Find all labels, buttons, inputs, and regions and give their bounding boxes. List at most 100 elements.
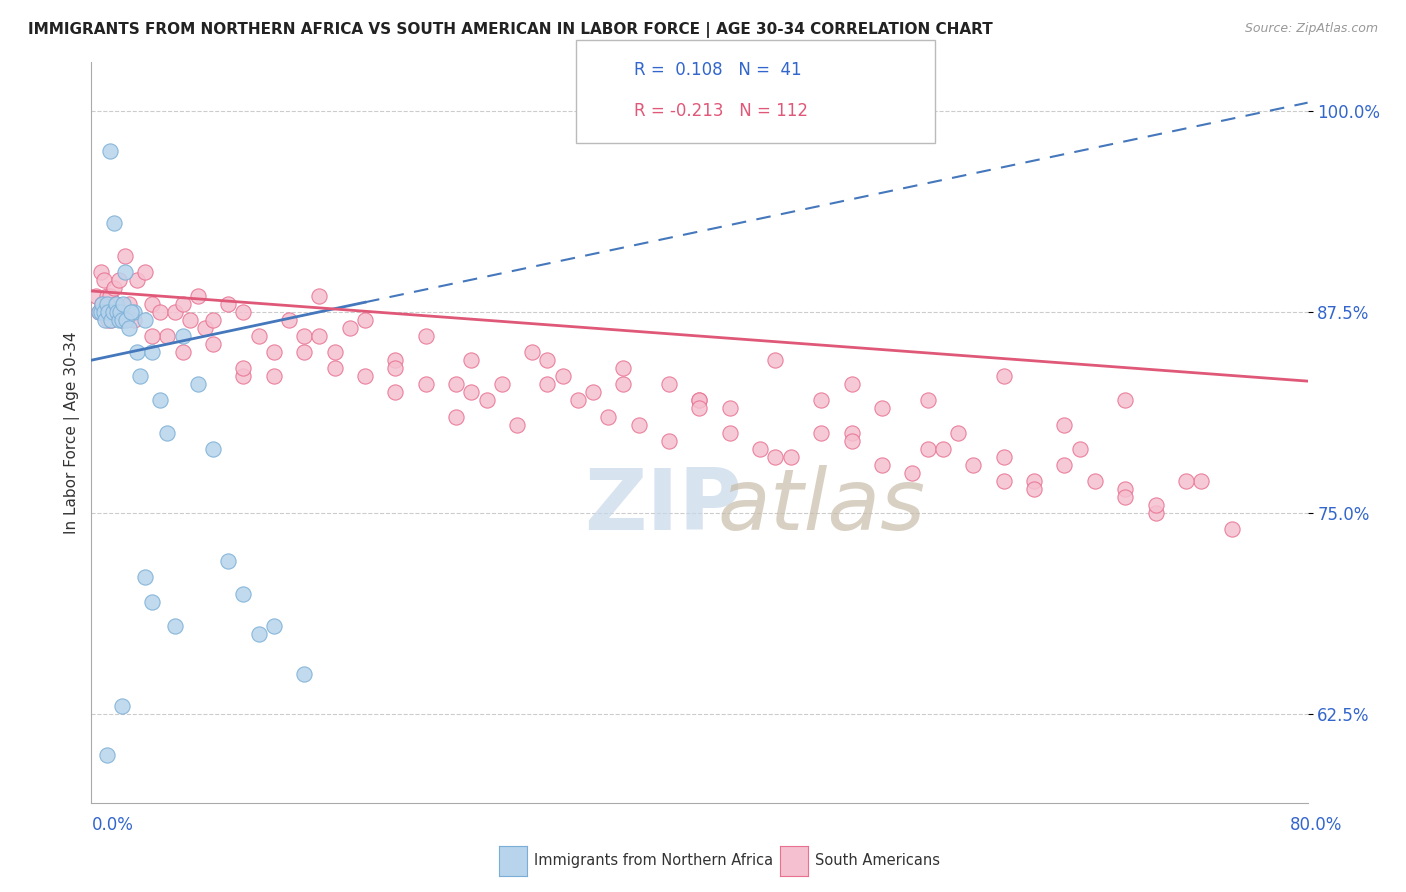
Point	[156, 329, 179, 343]
Y-axis label: In Labor Force | Age 30-34: In Labor Force | Age 30-34	[65, 331, 80, 534]
Point	[779, 450, 801, 464]
Point	[232, 586, 254, 600]
Point	[202, 337, 225, 351]
Point	[202, 313, 225, 327]
Point	[1084, 474, 1107, 488]
Point	[163, 305, 186, 319]
Point	[98, 289, 121, 303]
Point	[1189, 474, 1212, 488]
Point	[415, 377, 437, 392]
Point	[172, 329, 194, 343]
Point	[100, 313, 122, 327]
Point	[765, 353, 787, 368]
Point	[103, 281, 125, 295]
Point	[94, 313, 117, 327]
Text: 80.0%: 80.0%	[1291, 816, 1343, 834]
Point	[101, 305, 124, 319]
Point	[247, 329, 270, 343]
Point	[96, 297, 118, 311]
Point	[97, 305, 120, 319]
Point	[292, 667, 315, 681]
Point	[110, 305, 132, 319]
Text: R = -0.213   N = 112: R = -0.213 N = 112	[634, 102, 808, 120]
Point	[1053, 417, 1076, 432]
Point	[125, 345, 148, 359]
Point	[202, 442, 225, 456]
Point	[931, 442, 953, 456]
Point	[217, 554, 239, 568]
Point	[163, 619, 186, 633]
Point	[89, 265, 111, 279]
Point	[718, 425, 741, 440]
Point	[460, 353, 482, 368]
Point	[308, 329, 330, 343]
Point	[444, 377, 467, 392]
Point	[91, 297, 114, 311]
Point	[339, 321, 361, 335]
Point	[460, 385, 482, 400]
Point	[1175, 474, 1198, 488]
Point	[1220, 522, 1243, 536]
Point	[187, 377, 209, 392]
Point	[96, 747, 118, 762]
Point	[84, 289, 107, 303]
Point	[93, 305, 115, 319]
Point	[810, 425, 832, 440]
Text: R =  0.108   N =  41: R = 0.108 N = 41	[634, 61, 801, 78]
Point	[93, 273, 115, 287]
Text: 0.0%: 0.0%	[91, 816, 134, 834]
Point	[278, 313, 301, 327]
Point	[120, 305, 142, 319]
Point	[582, 385, 605, 400]
Point	[870, 401, 893, 416]
Point	[141, 345, 163, 359]
Point	[384, 385, 406, 400]
Point	[598, 409, 620, 424]
Point	[179, 313, 201, 327]
Point	[115, 313, 138, 327]
Point	[551, 369, 574, 384]
Point	[491, 377, 513, 392]
Point	[129, 369, 152, 384]
Point	[194, 321, 217, 335]
Point	[118, 321, 141, 335]
Point	[114, 249, 136, 263]
Point	[263, 345, 285, 359]
Point	[98, 144, 121, 158]
Point	[1069, 442, 1091, 456]
Point	[444, 409, 467, 424]
Point	[134, 570, 156, 584]
Point	[97, 313, 120, 327]
Point	[91, 297, 114, 311]
Point	[105, 305, 128, 319]
Point	[172, 345, 194, 359]
Point	[232, 361, 254, 376]
Point	[384, 361, 406, 376]
Point	[475, 393, 498, 408]
Point	[172, 297, 194, 311]
Point	[141, 297, 163, 311]
Point	[156, 425, 179, 440]
Point	[149, 393, 172, 408]
Point	[841, 434, 863, 448]
Text: IMMIGRANTS FROM NORTHERN AFRICA VS SOUTH AMERICAN IN LABOR FORCE | AGE 30-34 COR: IMMIGRANTS FROM NORTHERN AFRICA VS SOUTH…	[28, 22, 993, 38]
Point	[1144, 498, 1167, 512]
Point	[103, 216, 125, 230]
Point	[1022, 474, 1045, 488]
Point	[323, 361, 346, 376]
Point	[217, 297, 239, 311]
Point	[112, 297, 135, 311]
Point	[323, 345, 346, 359]
Point	[354, 313, 377, 327]
Point	[765, 450, 787, 464]
Point	[149, 305, 172, 319]
Point	[354, 369, 377, 384]
Point	[384, 353, 406, 368]
Point	[232, 305, 254, 319]
Point	[111, 313, 134, 327]
Point	[122, 305, 145, 319]
Point	[536, 377, 558, 392]
Point	[247, 627, 270, 641]
Point	[263, 619, 285, 633]
Point	[810, 393, 832, 408]
